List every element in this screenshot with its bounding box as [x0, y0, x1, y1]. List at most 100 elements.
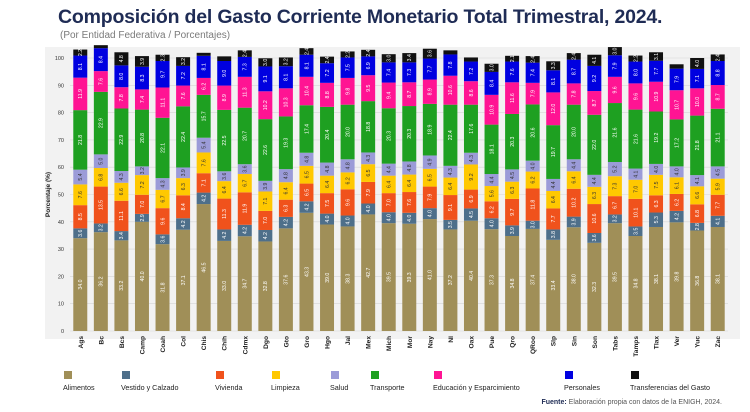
bar-segment: [587, 91, 602, 115]
bar-segment: [278, 57, 293, 67]
data-label: 2.4: [572, 53, 578, 60]
data-label: 22.4: [448, 130, 454, 140]
bar-segment: [320, 82, 335, 107]
bar-segment: [237, 76, 252, 108]
data-label: 9.2: [469, 173, 475, 180]
bar-segment: [443, 177, 458, 196]
data-label: 4.4: [387, 166, 393, 173]
bar-segment: [258, 229, 273, 242]
data-label: 8.0: [119, 73, 125, 80]
data-label: 7.2: [325, 69, 331, 76]
bar-segment: [649, 163, 664, 175]
bar-segment: [628, 83, 643, 110]
bar-segment: [278, 199, 293, 217]
data-label: 4.8: [284, 172, 290, 179]
bar-segment: [669, 210, 684, 223]
data-label: 8.6: [469, 89, 475, 96]
data-label: 38.1: [654, 274, 660, 284]
data-label: 3.2: [140, 167, 146, 174]
bar-segment: [340, 51, 355, 58]
y-tick-label: 90: [58, 83, 64, 89]
bar-segment: [649, 226, 664, 331]
bar-segment: [463, 220, 478, 331]
bar-segment: [443, 54, 458, 76]
bar-segment: [484, 186, 499, 202]
bar-segment: [402, 161, 417, 175]
bar-segment: [134, 109, 149, 167]
bar-segment: [361, 56, 376, 76]
bar-segment: [690, 115, 705, 176]
data-label: 6.4: [222, 186, 228, 193]
data-label: 2.9: [140, 214, 146, 221]
bar-segment: [73, 77, 88, 111]
bar-segment: [463, 57, 478, 62]
bar-segment: [217, 109, 232, 172]
data-label: 33.4: [551, 280, 557, 290]
bar-segment: [607, 223, 622, 331]
data-label: 7.9: [530, 90, 536, 97]
data-label: 3.9: [510, 227, 516, 234]
bar-segment: [73, 205, 88, 229]
bar-segment: [484, 174, 499, 187]
bar-segment: [463, 104, 478, 153]
data-label: 8.4: [181, 203, 187, 210]
data-label: 20.3: [510, 137, 516, 147]
bar-segment: [628, 168, 643, 180]
data-label: 11.6: [510, 93, 516, 103]
data-label: 7.5: [325, 200, 331, 207]
data-label: 3.1: [654, 53, 660, 60]
bar-segment: [176, 178, 191, 196]
data-label: 40.4: [469, 271, 475, 281]
data-label: 22.4: [181, 132, 187, 142]
x-tick-label: Gro: [304, 336, 311, 348]
bar-segment: [73, 55, 88, 78]
data-label: 3.6: [428, 50, 434, 57]
bar-segment: [278, 216, 293, 229]
bar-segment: [484, 63, 499, 72]
y-axis-label: Porcentaje (%): [45, 172, 52, 217]
data-label: 18.9: [428, 125, 434, 135]
legend-label: Limpieza: [271, 383, 300, 392]
bar-segment: [690, 68, 705, 89]
bar-segment: [73, 169, 88, 185]
bar-segment: [690, 186, 705, 205]
data-label: 4.0: [530, 162, 536, 169]
data-label: 38.3: [345, 274, 351, 284]
bar-segment: [587, 186, 602, 205]
data-label: 40.0: [140, 271, 146, 281]
data-label: 33.0: [222, 281, 228, 291]
bar-segment: [669, 193, 684, 211]
data-label: 7.5: [345, 64, 351, 71]
bar-segment: [710, 215, 725, 227]
bar-segment: [710, 166, 725, 179]
bar-segment: [320, 162, 335, 176]
bar-segment: [237, 174, 252, 193]
bar-segment: [484, 201, 499, 219]
data-label: 21.8: [78, 135, 84, 145]
data-label: 20.0: [345, 127, 351, 137]
bar-segment: [320, 224, 335, 331]
data-label: 7.3: [407, 69, 413, 76]
x-tick-label: Sin: [571, 336, 578, 346]
data-label: 4.3: [366, 155, 372, 162]
data-label: 4.4: [551, 181, 557, 188]
bar-segment: [669, 119, 684, 167]
bar-segment: [546, 92, 561, 126]
data-label: 39.5: [613, 272, 619, 282]
data-label: 6.7: [243, 179, 249, 186]
data-label: 6.9: [469, 195, 475, 202]
bar-segment: [176, 106, 191, 168]
data-label: 17.4: [304, 124, 310, 134]
data-label: 4.8: [304, 156, 310, 163]
bar-segment: [340, 189, 355, 216]
data-label: 5.4: [201, 141, 207, 148]
bar-segment: [566, 171, 581, 189]
bar-segment: [525, 188, 540, 221]
bar-segment: [361, 49, 376, 57]
bar-segment: [155, 61, 170, 88]
data-label: 7.8: [119, 94, 125, 101]
bar-segment: [607, 47, 622, 56]
y-tick-label: 100: [55, 56, 64, 62]
bar-segment: [155, 234, 170, 245]
